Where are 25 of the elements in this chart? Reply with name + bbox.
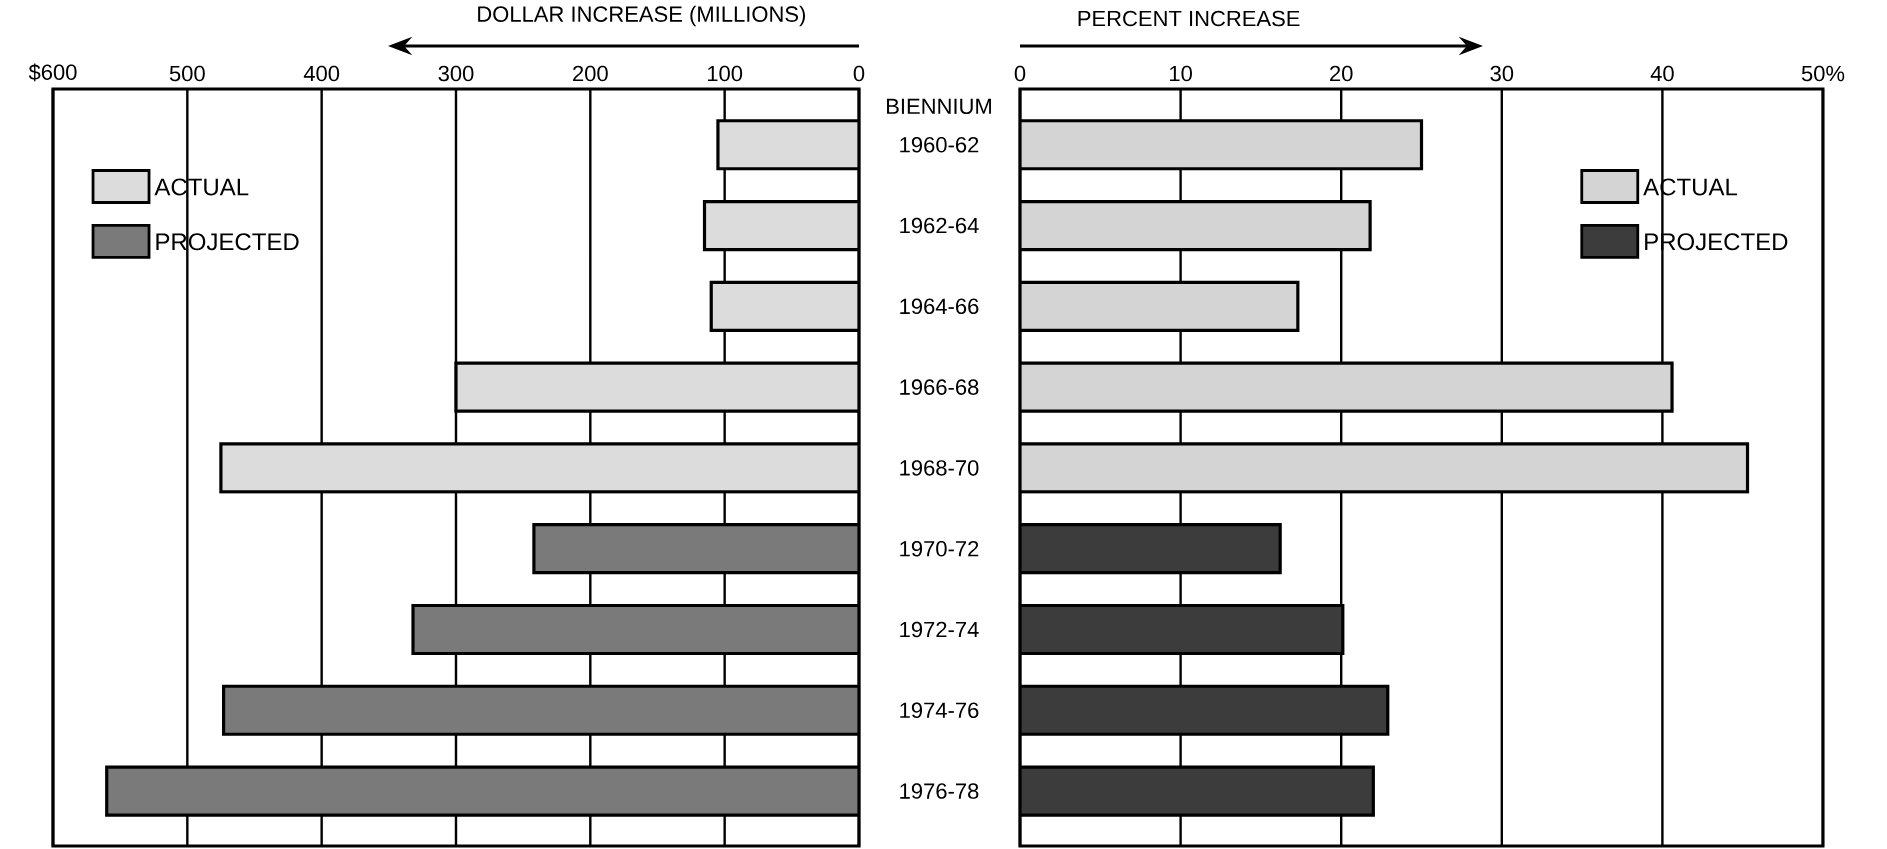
y-axis-title: BIENNIUM — [887, 98, 991, 115]
x-tick-label: 10 — [1170, 65, 1192, 82]
y-tick-label: 1970-72 — [900, 540, 979, 557]
x-tick-label: 100 — [707, 65, 743, 82]
y-tick-label: 1968-70 — [900, 460, 979, 476]
x-tick-label: 200 — [573, 65, 608, 82]
y-tick-label: 1962-64 — [900, 217, 979, 234]
y-tick-label: 1974-76 — [900, 702, 979, 719]
x-axis-title: PERCENT INCREASE — [1078, 10, 1300, 27]
y-tick-label: 1960-62 — [900, 136, 979, 153]
y-tick-label: 1964-66 — [900, 298, 979, 315]
x-tick-label: 0 — [853, 65, 865, 82]
y-tick-label: 1976-78 — [900, 783, 979, 799]
y-tick-label: 1972-74 — [900, 621, 979, 638]
x-axis-title: DOLLAR INCREASE (MILLIONS) — [478, 5, 805, 27]
x-tick-label: 40 — [1650, 65, 1674, 82]
x-tick-label: 50% — [1801, 65, 1845, 82]
y-tick-label: 1966-68 — [900, 379, 979, 395]
x-tick-label: 20 — [1330, 65, 1353, 82]
x-tick-label: 30 — [1490, 65, 1514, 82]
x-tick-label: $600 — [28, 63, 77, 82]
x-tick-label: 400 — [303, 65, 340, 82]
x-tick-label: 0 — [1014, 65, 1026, 82]
x-tick-label: 500 — [169, 65, 205, 82]
x-tick-label: 300 — [438, 65, 474, 82]
